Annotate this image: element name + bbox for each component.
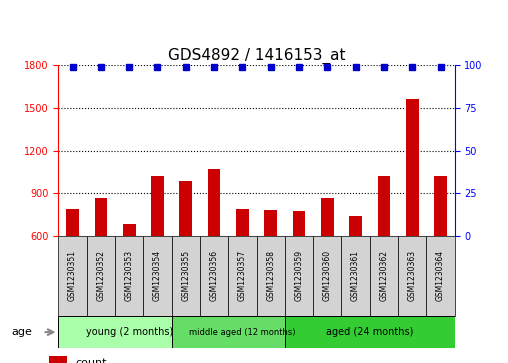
Text: GSM1230360: GSM1230360 — [323, 250, 332, 301]
Text: GSM1230362: GSM1230362 — [379, 250, 389, 301]
Bar — [313, 236, 341, 316]
Bar — [94, 197, 107, 236]
Bar — [58, 316, 200, 348]
Bar — [58, 236, 87, 316]
Text: GSM1230357: GSM1230357 — [238, 250, 247, 301]
Text: young (2 months): young (2 months) — [85, 327, 173, 337]
Text: GSM1230358: GSM1230358 — [266, 250, 275, 301]
Text: GSM1230352: GSM1230352 — [97, 250, 105, 301]
Bar — [228, 236, 257, 316]
Text: GSM1230363: GSM1230363 — [408, 250, 417, 301]
Bar — [370, 236, 398, 316]
Bar — [151, 176, 164, 236]
Text: GSM1230353: GSM1230353 — [124, 250, 134, 301]
Bar — [143, 236, 172, 316]
Text: GSM1230356: GSM1230356 — [210, 250, 218, 301]
Bar — [49, 356, 67, 363]
Bar — [172, 236, 200, 316]
Text: GSM1230359: GSM1230359 — [295, 250, 303, 301]
Bar — [426, 236, 455, 316]
Bar — [208, 169, 220, 236]
Bar — [66, 209, 79, 236]
Text: age: age — [12, 327, 33, 337]
Bar — [285, 236, 313, 316]
Text: GSM1230364: GSM1230364 — [436, 250, 445, 301]
Text: GSM1230351: GSM1230351 — [68, 250, 77, 301]
Bar — [377, 176, 390, 236]
Text: aged (24 months): aged (24 months) — [326, 327, 414, 337]
Bar — [406, 99, 419, 236]
Bar — [123, 224, 136, 236]
Text: GSM1230355: GSM1230355 — [181, 250, 190, 301]
Bar — [349, 216, 362, 236]
Bar — [293, 211, 305, 236]
Bar — [87, 236, 115, 316]
Bar — [285, 316, 455, 348]
Bar — [200, 236, 228, 316]
Bar — [115, 236, 143, 316]
Text: GSM1230354: GSM1230354 — [153, 250, 162, 301]
Bar — [434, 176, 447, 236]
Text: count: count — [75, 358, 107, 363]
Bar — [264, 211, 277, 236]
Bar — [172, 316, 313, 348]
Bar — [398, 236, 426, 316]
Title: GDS4892 / 1416153_at: GDS4892 / 1416153_at — [168, 48, 345, 64]
Bar — [321, 197, 334, 236]
Bar — [257, 236, 285, 316]
Bar — [236, 209, 249, 236]
Text: middle aged (12 months): middle aged (12 months) — [189, 328, 296, 337]
Bar — [341, 236, 370, 316]
Bar — [179, 180, 192, 236]
Text: GSM1230361: GSM1230361 — [351, 250, 360, 301]
